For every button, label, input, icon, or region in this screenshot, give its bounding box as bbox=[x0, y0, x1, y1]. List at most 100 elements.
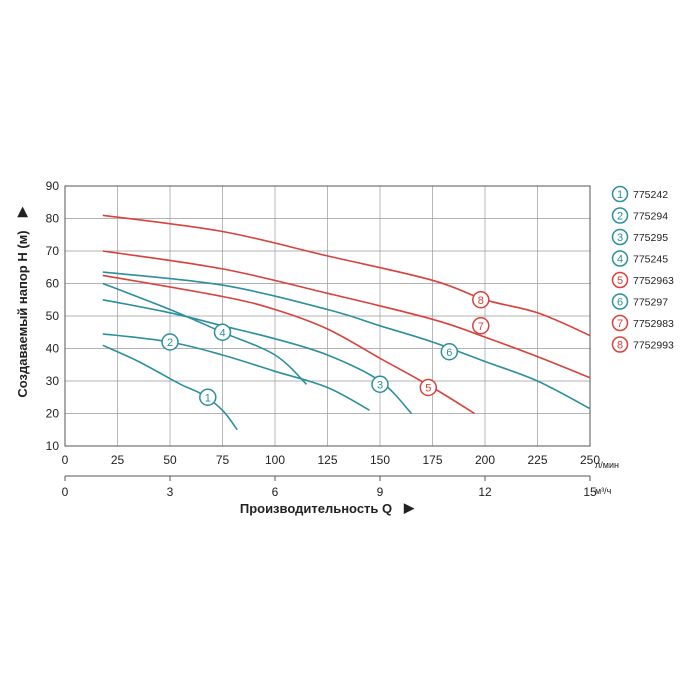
legend-badge-circle bbox=[611, 228, 629, 246]
curve-badge-label: 2 bbox=[167, 337, 173, 349]
curve-badges: 1 2 3 4 5 6 7 8 bbox=[161, 291, 490, 406]
curve-badge-label: 3 bbox=[377, 379, 383, 391]
curve-badge-circle bbox=[161, 333, 179, 351]
legend-item: 1 775242 bbox=[611, 185, 668, 203]
y-tick-label: 70 bbox=[46, 244, 60, 258]
curve-badge-circle bbox=[419, 378, 438, 397]
x-tick-label-m3h: 12 bbox=[478, 485, 492, 499]
curve-badge-label: 5 bbox=[425, 383, 431, 395]
curve-badge-circle bbox=[472, 317, 490, 335]
y-axis-arrow: ▶ bbox=[14, 206, 29, 218]
legend-series-name: 775294 bbox=[633, 211, 668, 223]
legend-badge-label: 1 bbox=[617, 189, 623, 201]
curve-badge-1: 1 bbox=[199, 388, 217, 406]
legend-item: 5 7752963 bbox=[611, 271, 674, 289]
legend-item: 7 7752983 bbox=[611, 314, 674, 332]
legend-badge-circle bbox=[611, 207, 629, 224]
x-tick-label-lpm: 200 bbox=[475, 453, 495, 467]
legend-badge-circle bbox=[611, 314, 629, 332]
legend-badge-label: 5 bbox=[617, 275, 623, 287]
series-line-775295 bbox=[102, 299, 413, 415]
x-tick-label-lpm: 100 bbox=[265, 453, 285, 467]
curve-badge-circle bbox=[440, 343, 459, 361]
legend-series-name: 775297 bbox=[633, 297, 668, 309]
legend-badge-circle bbox=[611, 271, 629, 289]
curve-badge-circle bbox=[199, 388, 217, 406]
curve-badge-2: 2 bbox=[161, 333, 179, 351]
plot-frame bbox=[64, 185, 591, 447]
grid bbox=[64, 185, 591, 447]
legend-badge-label: 7 bbox=[617, 318, 623, 330]
x-tick-label-m3h: 15 bbox=[583, 485, 597, 499]
curve-badge-5: 5 bbox=[419, 378, 438, 397]
y-tick-labels: 10 20 30 40 50 60 70 80 90 bbox=[46, 179, 60, 453]
x-tick-label-lpm: 175 bbox=[422, 453, 442, 467]
legend-series-name: 775245 bbox=[633, 254, 668, 266]
legend-item: 2 775294 bbox=[611, 207, 668, 224]
legend: 1 775242 2 775294 3 775295 4 775245 5 7752963 6 775… bbox=[611, 185, 674, 353]
x-tick-label-lpm: 50 bbox=[163, 453, 177, 467]
x-tick-label-lpm: 0 bbox=[62, 453, 69, 467]
legend-badge-label: 4 bbox=[617, 254, 623, 266]
y-tick-label: 30 bbox=[46, 374, 60, 388]
x-unit-m3h: м³/ч bbox=[595, 486, 612, 496]
legend-badge-circle bbox=[611, 185, 629, 203]
curve-badge-8: 8 bbox=[472, 291, 490, 309]
y-tick-label: 80 bbox=[46, 212, 60, 226]
x-tick-label-lpm: 150 bbox=[370, 453, 390, 467]
legend-badge-label: 3 bbox=[617, 232, 623, 244]
x-tick-labels-lpm: 0 25 50 75 100 125 150 175 200 225 250 bbox=[62, 453, 601, 467]
legend-series-name: 7752993 bbox=[633, 340, 674, 352]
y-tick-label: 20 bbox=[46, 407, 60, 421]
legend-item: 6 775297 bbox=[611, 293, 668, 310]
x-tick-labels-m3h: 0 3 6 9 12 15 bbox=[62, 476, 597, 499]
y-axis-label: Создаваемый напор H (м) bbox=[15, 230, 30, 397]
series bbox=[102, 214, 591, 431]
curve-badge-label: 4 bbox=[219, 327, 225, 339]
curve-badge-circle bbox=[371, 375, 389, 393]
series-line-775242 bbox=[102, 344, 238, 431]
curve-badge-4: 4 bbox=[213, 323, 232, 341]
legend-series-name: 7752983 bbox=[633, 318, 674, 330]
x-axis-arrow: ▶ bbox=[403, 500, 415, 515]
x-tick-label-m3h: 9 bbox=[377, 485, 384, 499]
series-line-775245 bbox=[102, 282, 308, 385]
y-tick-label: 60 bbox=[46, 277, 60, 291]
legend-item: 4 775245 bbox=[611, 250, 668, 267]
legend-series-name: 775295 bbox=[633, 232, 668, 244]
x-axis-label: Производительность Q bbox=[240, 501, 392, 516]
legend-badge-circle bbox=[611, 293, 629, 310]
y-tick-label: 10 bbox=[46, 439, 60, 453]
legend-badge-label: 6 bbox=[617, 297, 623, 309]
legend-series-name: 7752963 bbox=[633, 275, 674, 287]
x-tick-label-m3h: 0 bbox=[62, 485, 69, 499]
legend-badge-label: 2 bbox=[617, 211, 623, 223]
series-line-7752963 bbox=[102, 274, 475, 415]
curve-badge-circle bbox=[472, 291, 490, 309]
legend-series-name: 775242 bbox=[633, 189, 668, 201]
x-unit-lpm: л/мин bbox=[595, 460, 619, 470]
curve-badge-7: 7 bbox=[472, 317, 490, 335]
series-line-7752993 bbox=[102, 214, 591, 337]
y-tick-label: 40 bbox=[46, 342, 60, 356]
curve-badge-6: 6 bbox=[440, 343, 459, 361]
x-tick-label-lpm: 125 bbox=[317, 453, 337, 467]
legend-badge-circle bbox=[611, 336, 629, 353]
x-tick-label-m3h: 6 bbox=[272, 485, 279, 499]
curve-badge-label: 7 bbox=[478, 321, 484, 333]
curve-badge-3: 3 bbox=[371, 375, 389, 393]
curve-badge-label: 6 bbox=[446, 347, 452, 359]
series-line-775294 bbox=[102, 333, 370, 412]
legend-badge-circle bbox=[611, 250, 629, 267]
legend-item: 8 7752993 bbox=[611, 336, 674, 353]
legend-item: 3 775295 bbox=[611, 228, 668, 246]
legend-badge-label: 8 bbox=[617, 340, 623, 352]
curve-badge-label: 1 bbox=[205, 392, 211, 404]
x-tick-label-m3h: 3 bbox=[167, 485, 174, 499]
x-tick-label-lpm: 225 bbox=[527, 453, 547, 467]
curve-badge-circle bbox=[213, 323, 232, 341]
y-tick-label: 50 bbox=[46, 309, 60, 323]
x-tick-label-lpm: 75 bbox=[216, 453, 230, 467]
x-tick-label-lpm: 250 bbox=[580, 453, 600, 467]
